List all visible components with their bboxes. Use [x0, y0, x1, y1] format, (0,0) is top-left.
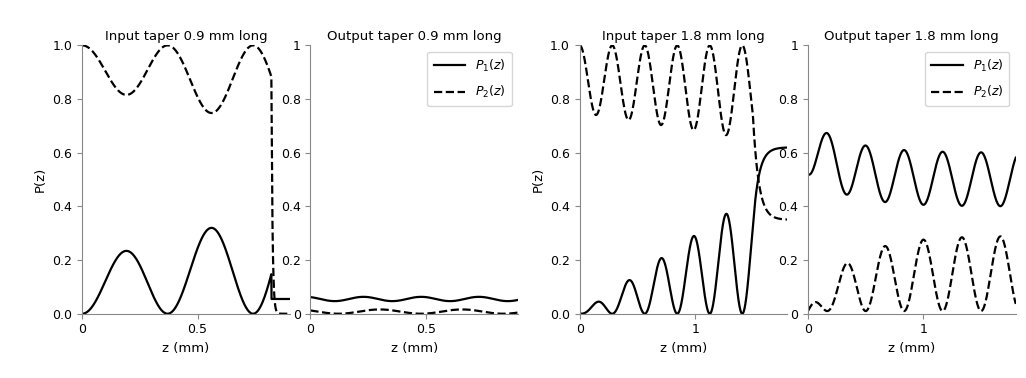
X-axis label: z (mm): z (mm) — [660, 342, 707, 355]
Title: Input taper 0.9 mm long: Input taper 0.9 mm long — [105, 30, 268, 43]
X-axis label: z (mm): z (mm) — [162, 342, 209, 355]
Title: Input taper 1.8 mm long: Input taper 1.8 mm long — [602, 30, 765, 43]
Title: Output taper 1.8 mm long: Output taper 1.8 mm long — [825, 30, 999, 43]
Title: Output taper 0.9 mm long: Output taper 0.9 mm long — [327, 30, 502, 43]
Y-axis label: P(z): P(z) — [34, 167, 47, 192]
Legend: $P_1(z)$, $P_2(z)$: $P_1(z)$, $P_2(z)$ — [428, 52, 512, 106]
Y-axis label: P(z): P(z) — [531, 167, 545, 192]
X-axis label: z (mm): z (mm) — [889, 342, 936, 355]
Legend: $P_1(z)$, $P_2(z)$: $P_1(z)$, $P_2(z)$ — [925, 52, 1010, 106]
X-axis label: z (mm): z (mm) — [391, 342, 438, 355]
